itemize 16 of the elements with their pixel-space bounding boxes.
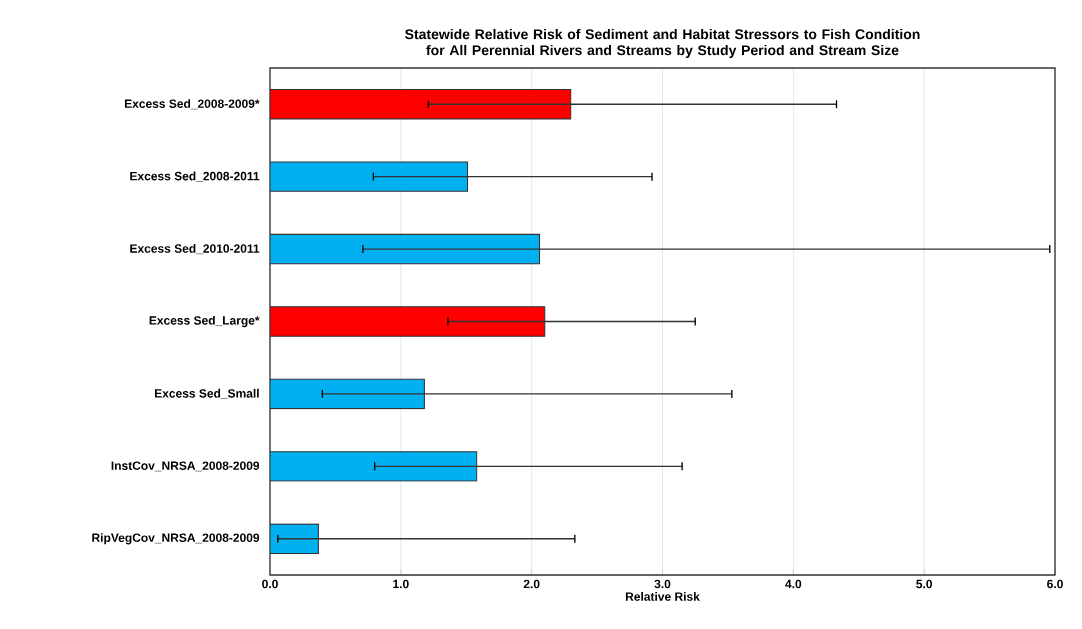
y-tick-label: Excess Sed_2010-2011 [130,243,260,255]
chart-title: Statewide Relative Risk of Sediment and Habitat Stressors to Fish Condition for All Perennial Rivers and Streams by Study Period and Stream Size [405,28,920,58]
y-tick-label: InstCov_NRSA_2008-2009 [111,461,260,472]
y-tick-label: Excess Sed_Small [154,388,259,400]
x-axis-title: Relative Risk [625,592,700,601]
x-tick-label: 4.0 [785,579,802,589]
y-tick-label: Excess Sed_2008-2009* [124,99,260,110]
y-tick-label: Excess Sed_2008-2011 [130,171,260,182]
x-tick-label: 3.0 [654,579,671,589]
x-tick-label: 6.0 [1047,579,1063,589]
y-tick-label: Excess Sed_Large* [149,315,260,328]
x-tick-label: 0.0 [262,579,278,589]
x-tick-label: 1.0 [393,579,409,589]
x-tick-label: 5.0 [916,579,933,589]
y-tick-label: RipVegCov_NRSA_2008-2009 [92,533,260,545]
x-tick-label: 2.0 [523,579,540,589]
